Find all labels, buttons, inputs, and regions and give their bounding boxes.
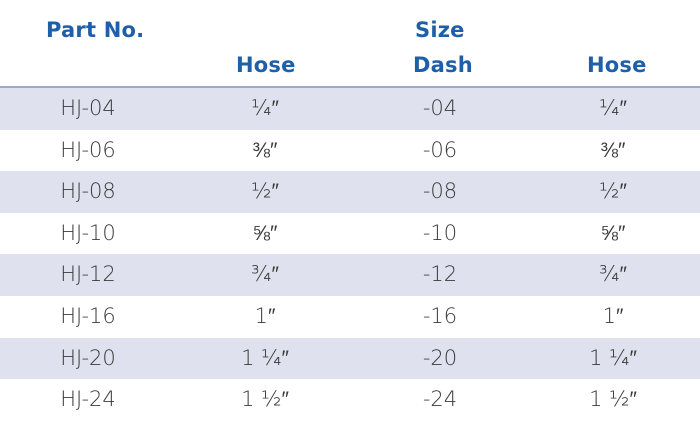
dash-size-cell: -08 — [422, 179, 458, 204]
hose-size-cell: ⅜″ — [252, 137, 278, 162]
part-number-cell: HJ-04 — [60, 96, 116, 120]
hose-size-cell: ¾″ — [251, 262, 279, 287]
hose-size-cell: ½″ — [251, 179, 279, 204]
part-number-cell: HJ-12 — [60, 262, 116, 287]
hose-size-cell: 1″ — [254, 303, 276, 328]
hose-size-cell: ¼″ — [251, 96, 279, 120]
hose-size-cell: ⅝″ — [252, 220, 278, 245]
table-row: HJ-06 ⅜″ -06 ⅜″ — [0, 130, 700, 172]
table-row: HJ-04 ¼″ -04 ¼″ — [0, 88, 700, 130]
dash-size-cell: -04 — [422, 96, 458, 120]
header-hose-2: Hose — [587, 53, 647, 77]
hose-size-cell-2: ¼″ — [599, 96, 627, 120]
part-number-cell: HJ-24 — [60, 387, 116, 412]
part-number-cell: HJ-20 — [60, 345, 116, 370]
hose-size-cell: 1 ¼″ — [241, 345, 289, 370]
hose-size-cell-2: ⅜″ — [600, 137, 626, 162]
dash-size-cell: -24 — [422, 387, 458, 412]
dash-size-cell: -12 — [422, 262, 458, 287]
table-row: HJ-24 1 ½″ -24 1 ½″ — [0, 379, 700, 421]
part-number-cell: HJ-16 — [60, 303, 116, 328]
hose-size-cell-2: 1″ — [602, 303, 624, 328]
hose-size-cell-2: ¾″ — [599, 262, 627, 287]
header-divider — [0, 86, 700, 88]
hose-size-cell-2: ½″ — [599, 179, 627, 204]
hose-size-cell-2: 1 ¼″ — [589, 345, 637, 370]
dash-size-cell: -16 — [422, 303, 458, 328]
part-number-cell: HJ-06 — [60, 137, 116, 162]
header-dash: Dash — [413, 53, 473, 77]
header-size: Size — [415, 18, 465, 42]
hose-size-cell-2: ⅝″ — [600, 220, 626, 245]
dash-size-cell: -06 — [422, 137, 458, 162]
header-hose: Hose — [236, 53, 296, 77]
table-body: HJ-04 ¼″ -04 ¼″ HJ-06 ⅜″ -06 ⅜″ HJ-08 ½″… — [0, 88, 700, 421]
part-number-cell: HJ-10 — [60, 220, 116, 245]
table-row: HJ-20 1 ¼″ -20 1 ¼″ — [0, 337, 700, 380]
part-number-cell: HJ-08 — [60, 179, 116, 204]
header-part-no: Part No. — [46, 18, 145, 42]
dash-size-cell: -10 — [422, 220, 458, 245]
table-row: HJ-12 ¾″ -12 ¾″ — [0, 254, 700, 296]
table-row: HJ-10 ⅝″ -10 ⅝″ — [0, 213, 700, 255]
table-row: HJ-16 1″ -16 1″ — [0, 296, 700, 338]
hose-size-cell-2: 1 ½″ — [589, 387, 637, 412]
dash-size-cell: -20 — [422, 345, 458, 370]
hose-size-cell: 1 ½″ — [241, 387, 289, 412]
table-row: HJ-08 ½″ -08 ½″ — [0, 171, 700, 213]
